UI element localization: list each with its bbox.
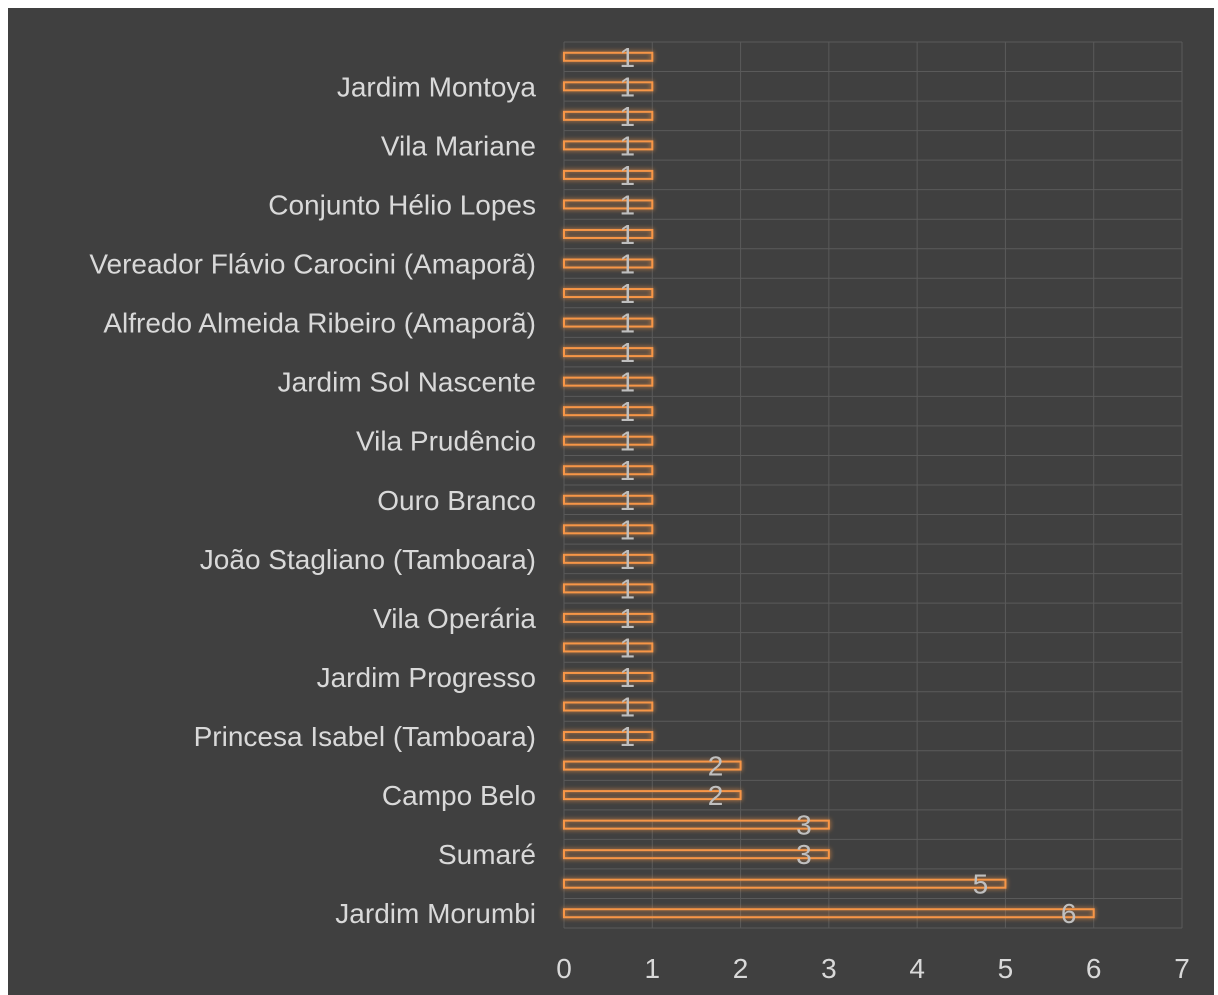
bar (563, 51, 654, 62)
bar (563, 435, 654, 446)
bar (563, 347, 654, 358)
x-tick-label: 2 (733, 953, 749, 984)
data-label: 1 (619, 485, 635, 516)
bar (563, 849, 830, 860)
bar (563, 81, 654, 92)
data-label: 1 (619, 692, 635, 723)
category-label: Vila Prudêncio (356, 426, 536, 457)
data-label: 3 (796, 839, 812, 870)
data-label: 1 (619, 603, 635, 634)
bars (563, 51, 1095, 919)
bar (563, 406, 654, 417)
x-axis-tick-labels: 0 1 2 3 4 5 6 7 (556, 953, 1190, 984)
bar (563, 169, 654, 180)
bar (563, 612, 654, 623)
data-label: 2 (708, 751, 724, 782)
category-label: João Stagliano (Tamboara) (200, 544, 536, 575)
data-label: 1 (619, 160, 635, 191)
gridlines (563, 41, 1183, 929)
data-label: 1 (619, 662, 635, 693)
data-label: 1 (619, 219, 635, 250)
bar (563, 494, 654, 505)
bar (563, 228, 654, 239)
bar-chart: Jardim Morumbi Sumaré Campo Belo Princesa I… (89, 41, 1190, 984)
data-label: 1 (619, 308, 635, 339)
category-label: Vereador Flávio Carocini (Amaporã) (89, 249, 536, 280)
data-label: 2 (708, 780, 724, 811)
bar (563, 878, 1007, 889)
data-label: 1 (619, 426, 635, 457)
bar (563, 583, 654, 594)
category-label: Ouro Branco (377, 485, 536, 516)
x-tick-label: 4 (909, 953, 925, 984)
category-label: Jardim Sol Nascente (278, 367, 536, 398)
data-label: 5 (973, 869, 989, 900)
data-label: 1 (619, 101, 635, 132)
bar (563, 288, 654, 299)
data-label: 1 (619, 189, 635, 220)
x-tick-label: 7 (1174, 953, 1190, 984)
data-label: 1 (619, 544, 635, 575)
bar (563, 790, 742, 801)
category-label: Vila Mariane (381, 130, 536, 161)
data-label: 6 (1061, 898, 1077, 929)
data-label: 1 (619, 42, 635, 73)
bar (563, 731, 654, 742)
data-label: 1 (619, 573, 635, 604)
x-tick-label: 3 (821, 953, 837, 984)
bar (563, 642, 654, 653)
category-label: Jardim Morumbi (335, 898, 536, 929)
data-label: 1 (619, 71, 635, 102)
data-label: 1 (619, 130, 635, 161)
category-label: Sumaré (438, 839, 536, 870)
category-labels: Jardim Morumbi Sumaré Campo Belo Princesa I… (89, 71, 536, 929)
x-tick-label: 1 (644, 953, 660, 984)
category-label: Alfredo Almeida Ribeiro (Amaporã) (103, 308, 536, 339)
bar (563, 524, 654, 535)
category-label: Vila Operária (373, 603, 536, 634)
category-label: Jardim Montoya (337, 71, 537, 102)
category-label: Princesa Isabel (Tamboara) (194, 721, 536, 752)
bar (563, 376, 654, 387)
bar (563, 465, 654, 476)
bar (563, 258, 654, 269)
bar (563, 760, 742, 771)
category-label: Campo Belo (382, 780, 536, 811)
data-label: 1 (619, 367, 635, 398)
data-label: 1 (619, 337, 635, 368)
bar (563, 110, 654, 121)
x-tick-label: 0 (556, 953, 572, 984)
bar (563, 908, 1095, 919)
data-label: 1 (619, 632, 635, 663)
bar (563, 140, 654, 151)
data-label: 1 (619, 721, 635, 752)
data-label: 1 (619, 514, 635, 545)
bar (563, 819, 830, 830)
data-label: 3 (796, 810, 812, 841)
data-label: 1 (619, 455, 635, 486)
bar (563, 199, 654, 210)
data-label: 1 (619, 249, 635, 280)
x-tick-label: 5 (998, 953, 1014, 984)
data-label: 1 (619, 396, 635, 427)
bar (563, 701, 654, 712)
chart-area: Jardim Morumbi Sumaré Campo Belo Princesa I… (8, 8, 1214, 995)
x-tick-label: 6 (1086, 953, 1102, 984)
bar (563, 317, 654, 328)
bar (563, 671, 654, 682)
category-label: Jardim Progresso (317, 662, 536, 693)
category-label: Conjunto Hélio Lopes (268, 189, 536, 220)
bar (563, 553, 654, 564)
data-label: 1 (619, 278, 635, 309)
